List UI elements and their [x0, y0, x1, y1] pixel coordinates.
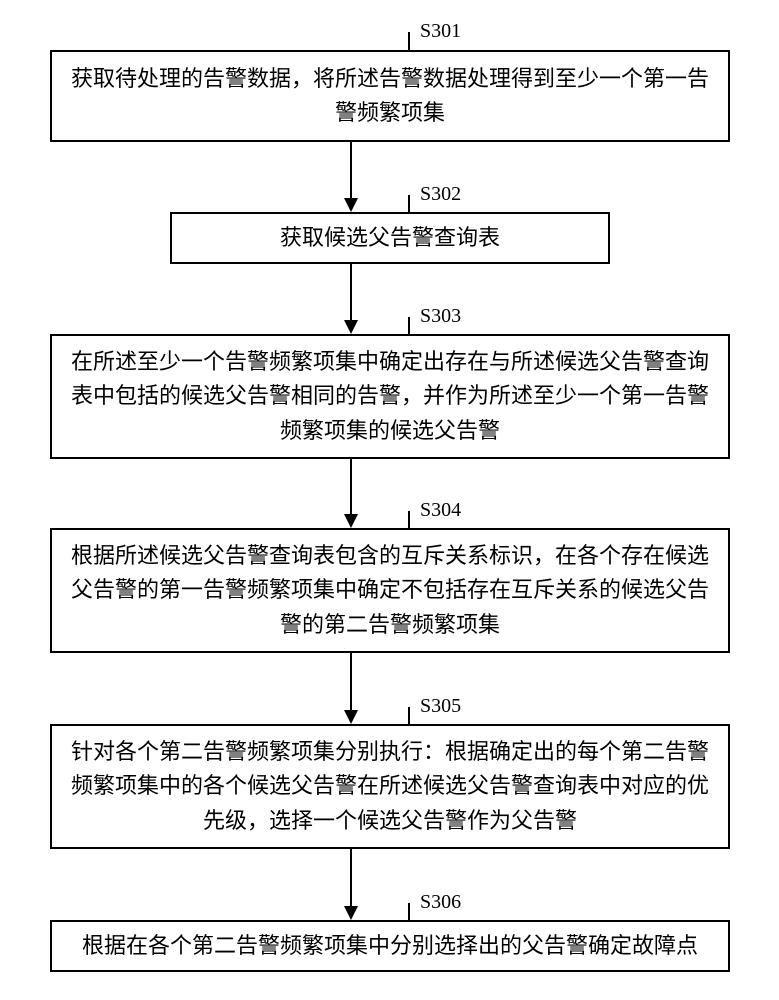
step-label-s301: S301 [420, 20, 461, 43]
step-s305-text: 针对各个第二告警频繁项集分别执行：根据确定出的每个第二告警频繁项集中的各个候选父… [66, 735, 714, 837]
label-leader-s306 [408, 903, 410, 920]
step-s303: 在所述至少一个告警频繁项集中确定出存在与所述候选父告警查询表中包括的候选父告警相… [50, 334, 730, 459]
flowchart-canvas: 获取待处理的告警数据，将所述告警数据处理得到至少一个第一告警频繁项集 S301 … [0, 0, 779, 1000]
arrow-s302-s303 [344, 320, 358, 334]
connector-s305-s306 [350, 849, 352, 906]
step-s301-text: 获取待处理的告警数据，将所述告警数据处理得到至少一个第一告警频繁项集 [66, 62, 714, 130]
step-s304: 根据所述候选父告警查询表包含的互斥关系标识，在各个存在候选父告警的第一告警频繁项… [50, 528, 730, 653]
step-label-s302: S302 [420, 183, 461, 206]
step-label-s306: S306 [420, 891, 461, 914]
step-s304-text: 根据所述候选父告警查询表包含的互斥关系标识，在各个存在候选父告警的第一告警频繁项… [66, 539, 714, 641]
label-leader-s303 [408, 317, 410, 334]
label-leader-s301 [408, 32, 410, 50]
arrow-s303-s304 [344, 514, 358, 528]
step-s306-text: 根据在各个第二告警频繁项集中分别选择出的父告警确定故障点 [82, 929, 698, 963]
step-label-s304: S304 [420, 499, 461, 522]
step-s303-text: 在所述至少一个告警频繁项集中确定出存在与所述候选父告警查询表中包括的候选父告警相… [66, 345, 714, 447]
step-label-s303: S303 [420, 305, 461, 328]
step-s305: 针对各个第二告警频繁项集分别执行：根据确定出的每个第二告警频繁项集中的各个候选父… [50, 724, 730, 849]
label-leader-s305 [408, 707, 410, 724]
arrow-s304-s305 [344, 710, 358, 724]
connector-s301-s302 [350, 142, 352, 198]
connector-s303-s304 [350, 459, 352, 514]
connector-s304-s305 [350, 653, 352, 710]
step-label-s305: S305 [420, 695, 461, 718]
label-leader-s304 [408, 511, 410, 528]
step-s306: 根据在各个第二告警频繁项集中分别选择出的父告警确定故障点 [50, 920, 730, 972]
connector-s302-s303 [350, 264, 352, 320]
step-s301: 获取待处理的告警数据，将所述告警数据处理得到至少一个第一告警频繁项集 [50, 50, 730, 142]
step-s302: 获取候选父告警查询表 [170, 212, 610, 264]
arrow-s305-s306 [344, 906, 358, 920]
arrow-s301-s302 [344, 198, 358, 212]
step-s302-text: 获取候选父告警查询表 [280, 221, 500, 255]
label-leader-s302 [408, 195, 410, 212]
